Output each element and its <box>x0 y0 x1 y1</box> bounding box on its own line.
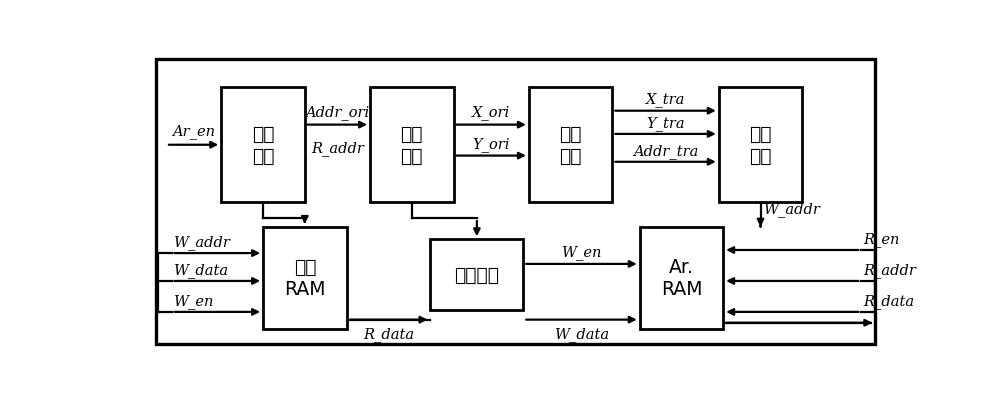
Text: Ar.
RAM: Ar. RAM <box>661 258 702 299</box>
Text: Ar_en: Ar_en <box>172 124 215 139</box>
Text: R_addr: R_addr <box>311 141 364 156</box>
Bar <box>370 88 454 203</box>
Text: X_tra: X_tra <box>646 92 685 107</box>
Text: 坐标
生成: 坐标 生成 <box>400 125 423 166</box>
Text: W_data: W_data <box>173 262 228 277</box>
Text: X_ori: X_ori <box>472 105 510 120</box>
Text: W_addr: W_addr <box>173 234 230 249</box>
Text: W_en: W_en <box>561 245 602 259</box>
Text: Addr_ori: Addr_ori <box>305 105 369 119</box>
Text: 水印
RAM: 水印 RAM <box>284 258 326 299</box>
Text: R_en: R_en <box>863 231 899 246</box>
Bar <box>221 88 305 203</box>
Bar <box>430 239 523 310</box>
Bar <box>263 227 347 329</box>
Text: 地址
合成: 地址 合成 <box>749 125 772 166</box>
Text: R_addr: R_addr <box>863 262 916 277</box>
Text: Addr_tra: Addr_tra <box>633 144 698 159</box>
Bar <box>529 88 612 203</box>
Bar <box>719 88 802 203</box>
Text: W_en: W_en <box>173 293 213 308</box>
Text: R_data: R_data <box>863 293 914 308</box>
Text: W_data: W_data <box>554 326 609 341</box>
Text: 坐标
变换: 坐标 变换 <box>559 125 582 166</box>
Text: 地址
产生: 地址 产生 <box>252 125 274 166</box>
Text: Y_tra: Y_tra <box>646 115 685 130</box>
Text: Y_ori: Y_ori <box>472 137 510 152</box>
Text: W_addr: W_addr <box>763 202 820 217</box>
Bar <box>640 227 723 329</box>
Text: R_data: R_data <box>363 326 414 341</box>
Text: 使能产生: 使能产生 <box>454 265 499 285</box>
